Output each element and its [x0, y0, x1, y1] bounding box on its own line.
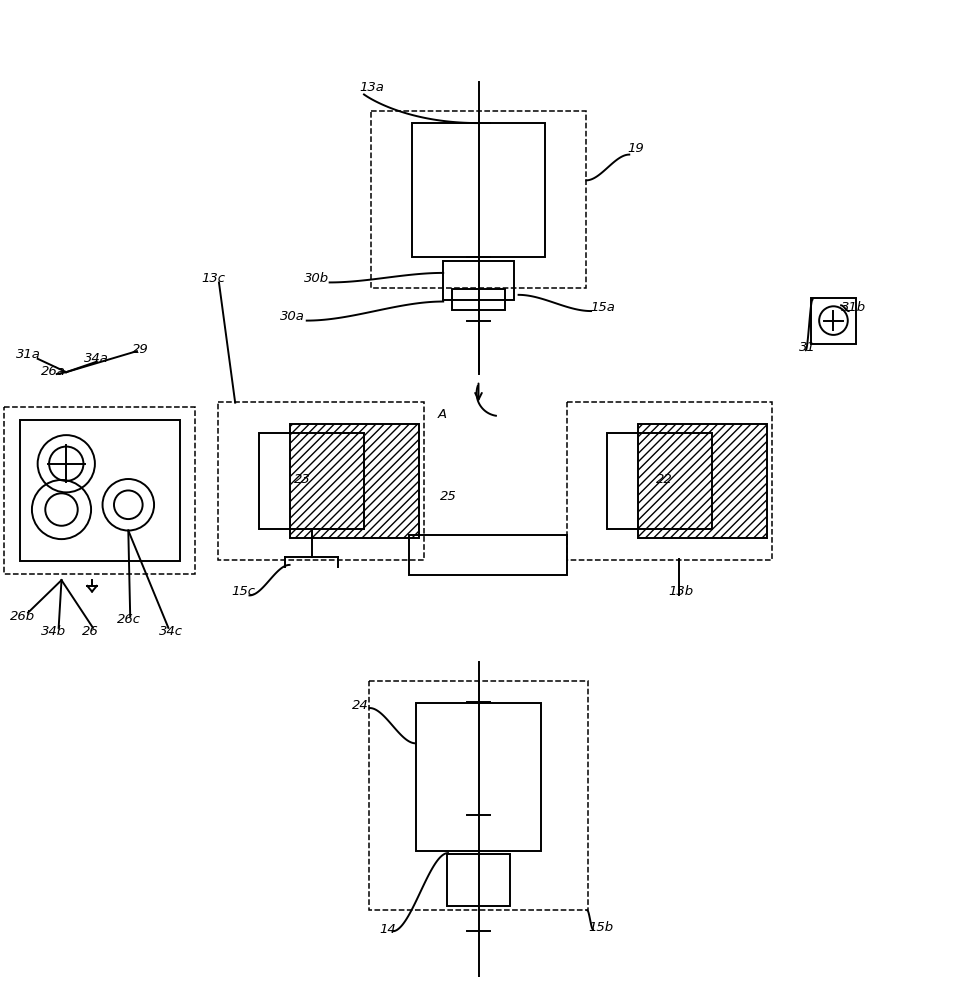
Bar — [290, 424, 419, 538]
Text: 34b: 34b — [41, 625, 66, 638]
Text: 13b: 13b — [668, 585, 694, 598]
Bar — [19, 420, 180, 561]
Text: 19: 19 — [628, 142, 644, 155]
Text: 29: 29 — [132, 343, 149, 356]
Text: 26a: 26a — [40, 365, 65, 378]
Text: 34a: 34a — [84, 352, 109, 365]
Bar — [259, 433, 364, 529]
Text: 15b: 15b — [589, 921, 613, 934]
Text: 15c: 15c — [232, 585, 256, 598]
Text: 25: 25 — [439, 490, 456, 503]
Text: A: A — [437, 408, 447, 421]
Bar — [453, 289, 504, 310]
Bar — [567, 402, 772, 560]
Bar — [412, 123, 545, 257]
Bar — [443, 261, 514, 300]
Text: 23: 23 — [294, 473, 310, 486]
Text: 30b: 30b — [303, 272, 329, 285]
Bar — [448, 854, 509, 906]
Text: 31b: 31b — [841, 301, 866, 314]
Text: 26c: 26c — [118, 613, 142, 626]
Bar — [371, 111, 586, 288]
Text: 26: 26 — [81, 625, 99, 638]
Text: 34c: 34c — [159, 625, 183, 638]
Bar — [638, 424, 768, 538]
Text: 13a: 13a — [359, 81, 384, 94]
Bar — [410, 535, 567, 575]
Text: 13c: 13c — [201, 272, 225, 285]
Text: 31: 31 — [799, 341, 816, 354]
Bar — [811, 298, 857, 344]
Bar — [218, 402, 424, 560]
Text: 31a: 31a — [15, 348, 40, 361]
Text: 15a: 15a — [590, 301, 615, 314]
Text: 14: 14 — [380, 923, 396, 936]
Bar — [416, 703, 541, 851]
Bar — [608, 433, 712, 529]
Text: 22: 22 — [657, 473, 673, 486]
Text: 26b: 26b — [10, 610, 35, 623]
Text: 24: 24 — [352, 699, 368, 712]
Text: 30a: 30a — [280, 310, 305, 323]
Bar — [368, 681, 589, 910]
Bar — [4, 407, 195, 574]
